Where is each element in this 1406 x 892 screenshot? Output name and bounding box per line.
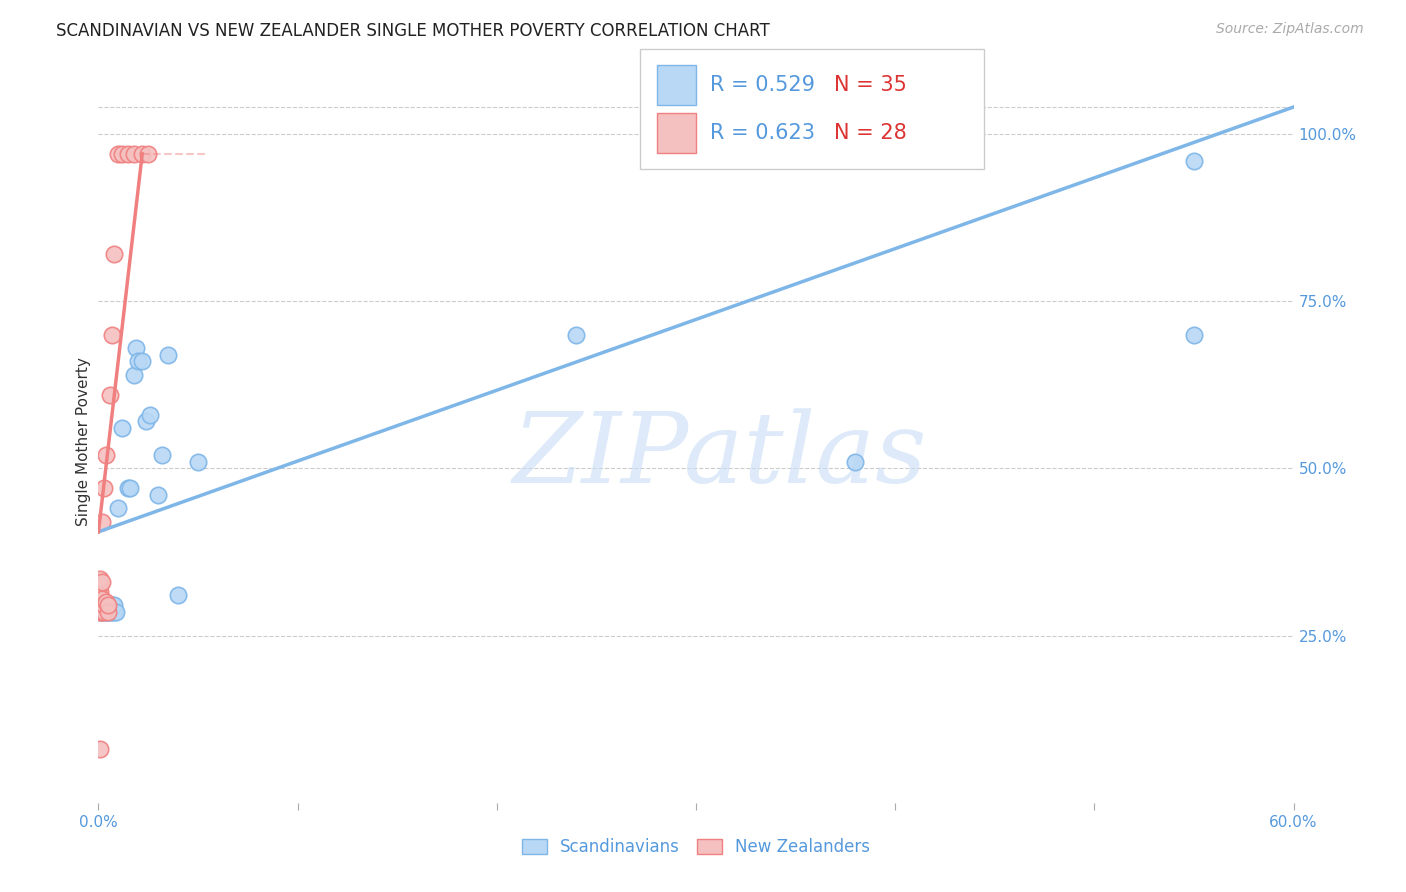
- Point: [89, 572, 111, 586]
- Point: [89, 605, 111, 619]
- Point: [107, 147, 129, 161]
- Text: R = 0.529: R = 0.529: [710, 75, 815, 95]
- Point: [117, 147, 139, 161]
- Point: [131, 147, 153, 161]
- Point: [89, 742, 111, 756]
- Point: [96, 448, 118, 462]
- Point: [157, 348, 180, 362]
- Point: [103, 605, 125, 619]
- Point: [93, 599, 115, 613]
- Point: [89, 578, 111, 592]
- Point: [1182, 153, 1205, 168]
- Point: [91, 515, 114, 529]
- Point: [93, 605, 115, 619]
- Point: [91, 591, 114, 606]
- Text: SCANDINAVIAN VS NEW ZEALANDER SINGLE MOTHER POVERTY CORRELATION CHART: SCANDINAVIAN VS NEW ZEALANDER SINGLE MOT…: [56, 22, 770, 40]
- Point: [124, 368, 146, 382]
- Point: [91, 605, 114, 619]
- Text: Source: ZipAtlas.com: Source: ZipAtlas.com: [1216, 22, 1364, 37]
- Point: [101, 599, 124, 613]
- Point: [97, 599, 120, 613]
- Point: [125, 341, 148, 355]
- Point: [148, 488, 170, 502]
- Point: [89, 599, 111, 613]
- Point: [91, 575, 114, 590]
- Point: [96, 595, 118, 609]
- Point: [105, 605, 128, 619]
- Point: [91, 605, 114, 619]
- Point: [1182, 327, 1205, 342]
- Point: [117, 482, 139, 496]
- Point: [111, 147, 134, 161]
- Point: [89, 599, 111, 613]
- Point: [97, 605, 120, 619]
- Y-axis label: Single Mother Poverty: Single Mother Poverty: [76, 357, 91, 526]
- Text: N = 35: N = 35: [834, 75, 907, 95]
- Point: [96, 599, 118, 613]
- Text: ZIPatlas: ZIPatlas: [513, 409, 927, 504]
- Point: [844, 455, 866, 469]
- Point: [89, 591, 111, 606]
- Point: [93, 482, 115, 496]
- Point: [127, 354, 149, 368]
- Text: R = 0.623: R = 0.623: [710, 123, 815, 144]
- Point: [101, 605, 124, 619]
- Point: [565, 327, 588, 342]
- Point: [150, 448, 173, 462]
- Point: [98, 605, 122, 619]
- Point: [103, 599, 125, 613]
- Point: [136, 147, 159, 161]
- Point: [97, 599, 120, 613]
- Point: [98, 387, 122, 401]
- Point: [120, 482, 142, 496]
- Point: [101, 327, 124, 342]
- Point: [93, 599, 115, 613]
- Point: [167, 589, 190, 603]
- Point: [107, 501, 129, 516]
- Point: [89, 585, 111, 599]
- Point: [131, 354, 153, 368]
- Legend: Scandinavians, New Zealanders: Scandinavians, New Zealanders: [515, 831, 877, 863]
- Point: [111, 421, 134, 435]
- Point: [103, 247, 125, 261]
- Point: [97, 605, 120, 619]
- Point: [187, 455, 209, 469]
- Text: N = 28: N = 28: [834, 123, 907, 144]
- Point: [89, 605, 111, 619]
- Point: [91, 599, 114, 613]
- Point: [91, 599, 114, 613]
- Point: [96, 605, 118, 619]
- Point: [124, 147, 146, 161]
- Point: [135, 414, 157, 429]
- Point: [139, 408, 162, 422]
- Point: [93, 605, 115, 619]
